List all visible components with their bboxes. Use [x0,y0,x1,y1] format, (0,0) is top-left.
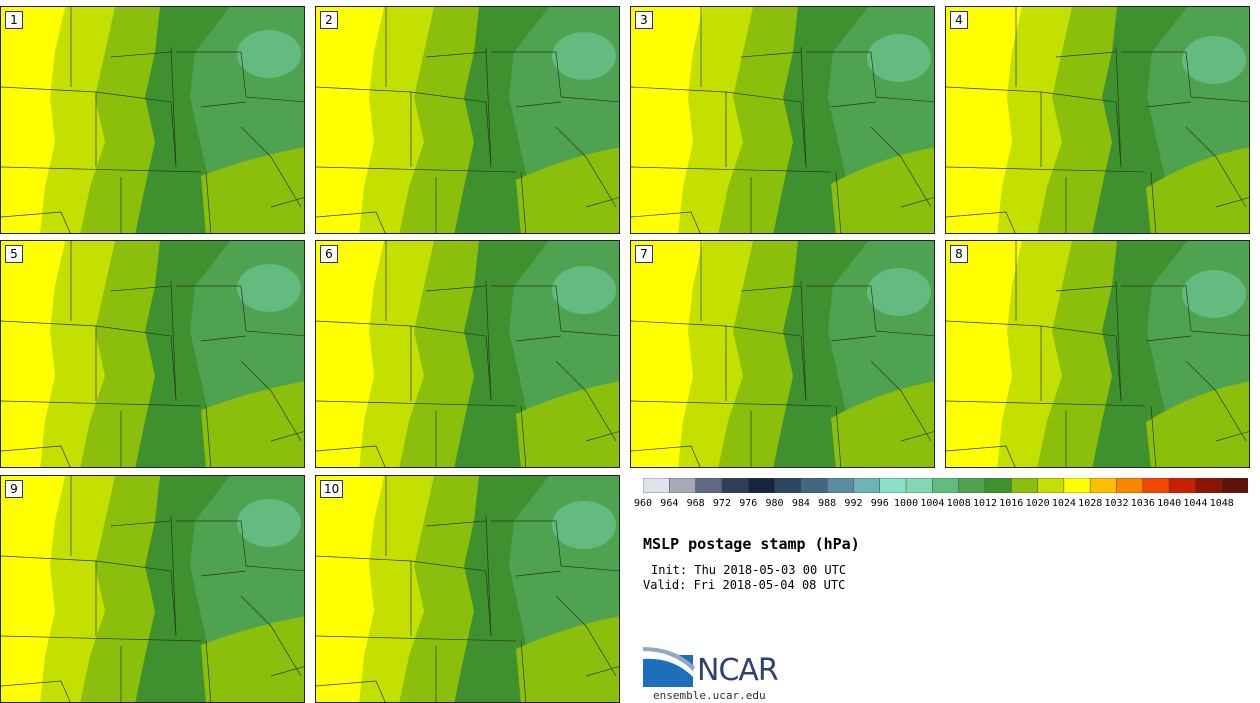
colorbar [643,478,1248,493]
mslp-map [946,241,1249,467]
mslp-map [1,7,304,233]
colorbar-tick-label: 1008 [946,498,971,509]
colorbar-tick-label: 1040 [1157,498,1182,509]
colorbar-swatch [1116,478,1144,493]
colorbar-tick-label: 1004 [920,498,945,509]
mslp-map [1,241,304,467]
colorbar-tick-label: 980 [765,498,784,509]
stamp-panel-4: 4 [945,6,1250,234]
logo-text: NCAR [697,653,779,688]
panel-number: 2 [320,11,338,29]
colorbar-swatch [721,478,749,493]
colorbar-swatch [1089,478,1118,493]
colorbar-swatch [1063,478,1091,493]
colorbar-tick-label: 1036 [1130,498,1155,509]
colorbar-swatch [1037,478,1065,493]
site-url: ensemble.ucar.edu [653,689,766,702]
init-time: Init: Thu 2018-05-03 00 UTC [651,563,847,577]
colorbar-swatch [853,478,881,493]
mslp-map [1,476,304,702]
stamp-panel-2: 2 [315,6,620,234]
stamp-panel-1: 1 [0,6,305,234]
colorbar-tick-label: 1028 [1078,498,1103,509]
colorbar-tick-label: 1048 [1209,498,1234,509]
panel-number: 7 [635,245,653,263]
chart-title: MSLP postage stamp (hPa) [643,535,860,553]
colorbar-swatch [669,478,697,493]
colorbar-labels: 960 964 968 972 976 980 984 988 992 996 1000 1004 10… [633,498,1258,512]
panel-number: 10 [320,480,344,498]
panel-number: 3 [635,11,653,29]
mslp-map [316,476,619,702]
colorbar-tick-label: 968 [686,498,705,509]
colorbar-swatch [1195,478,1223,493]
colorbar-tick-label: 1044 [1183,498,1208,509]
panel-number: 5 [5,245,23,263]
valid-time: Valid: Fri 2018-05-04 08 UTC [643,578,846,592]
colorbar-swatch [1011,478,1039,493]
colorbar-swatch [774,478,802,493]
stamp-panel-5: 5 [0,240,305,468]
colorbar-tick-label: 1012 [972,498,998,509]
mslp-map [631,7,934,233]
stamp-panel-10: 10 [315,475,620,703]
colorbar-tick-label: 1016 [999,498,1024,509]
panel-number: 4 [950,11,968,29]
colorbar-tick-label: 1032 [1104,498,1129,509]
mslp-map [631,241,934,467]
ncar-logo-icon [643,647,695,687]
colorbar-tick-label: 976 [739,498,758,509]
colorbar-tick-label: 996 [870,498,889,509]
colorbar-swatch [800,478,828,493]
stamp-panel-9: 9 [0,475,305,703]
colorbar-swatch [747,478,776,493]
mslp-map [316,7,619,233]
colorbar-swatch [932,478,960,493]
colorbar-swatch [1221,478,1248,493]
panel-number: 9 [5,480,23,498]
colorbar-swatch [1168,478,1197,493]
stamp-panel-7: 7 [630,240,935,468]
mslp-map [316,241,619,467]
colorbar-tick-label: 1000 [894,498,919,509]
colorbar-tick-label: 960 [634,498,653,509]
colorbar-tick-label: 992 [844,498,863,509]
panel-number: 6 [320,245,338,263]
colorbar-swatch [984,478,1013,493]
stamp-panel-3: 3 [630,6,935,234]
colorbar-swatch [958,478,986,493]
colorbar-swatch [826,478,855,493]
colorbar-swatch [905,478,934,493]
colorbar-tick-label: 984 [791,498,810,509]
stamp-panel-6: 6 [315,240,620,468]
panel-number: 1 [5,11,23,29]
colorbar-tick-label: 1020 [1025,498,1050,509]
panel-number: 8 [950,245,968,263]
colorbar-swatch [879,478,907,493]
colorbar-tick-label: 964 [660,498,679,509]
colorbar-tick-label: 1024 [1051,498,1076,509]
mslp-map [946,7,1249,233]
colorbar-swatch [695,478,723,493]
colorbar-swatch [1142,478,1170,493]
colorbar-tick-label: 972 [712,498,731,509]
colorbar-swatch [643,478,671,493]
stamp-panel-8: 8 [945,240,1250,468]
colorbar-tick-label: 988 [818,498,837,509]
